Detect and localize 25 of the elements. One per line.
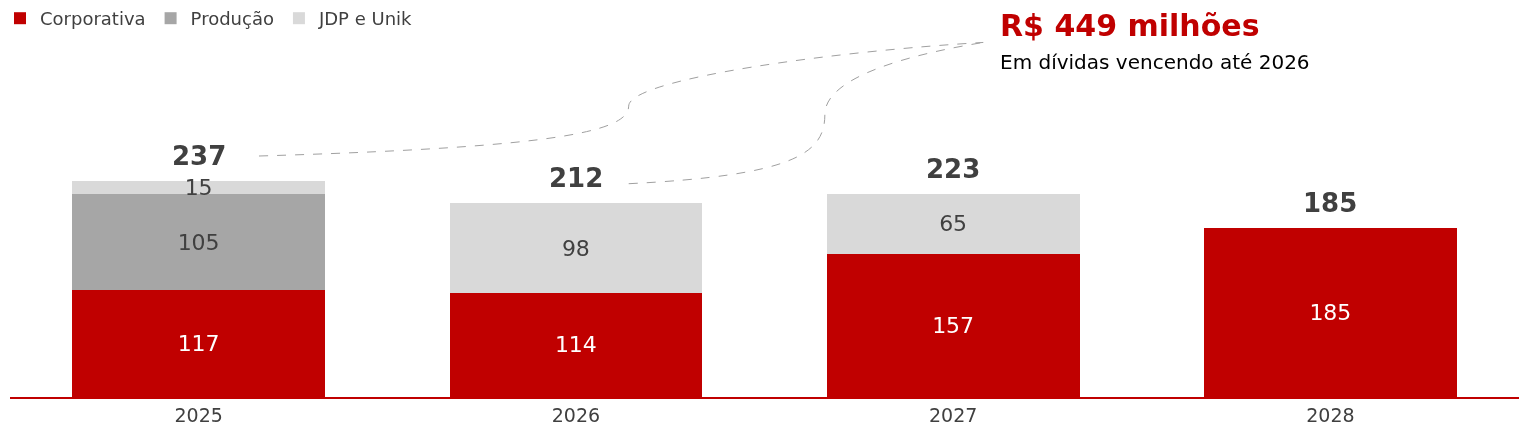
data-label: 114 xyxy=(554,332,597,358)
legend-label: Corporativa xyxy=(40,8,146,30)
data-label: 15 xyxy=(184,174,213,200)
data-label: 65 xyxy=(939,211,968,237)
data-label: 157 xyxy=(932,312,975,338)
data-label: 105 xyxy=(177,229,220,255)
legend-label: Produção xyxy=(190,8,274,30)
bar xyxy=(449,203,703,293)
data-label: 185 xyxy=(1309,300,1352,326)
total-label: 237 xyxy=(172,141,227,171)
x-tick-label: 2026 xyxy=(551,403,601,426)
chart-title: R$ 449 milhões xyxy=(1000,8,1260,43)
data-label: 98 xyxy=(561,235,590,261)
data-label: 117 xyxy=(177,331,220,357)
bar xyxy=(72,194,325,291)
total-label: 223 xyxy=(926,154,981,184)
chart-subtitle: Em dívidas vencendo até 2026 xyxy=(1000,50,1310,74)
legend-label: JDP e Unik xyxy=(317,8,413,30)
total-label: 212 xyxy=(549,163,604,193)
x-tick-label: 2027 xyxy=(928,403,978,426)
bar xyxy=(826,194,1080,254)
bar xyxy=(72,180,325,195)
total-label: 185 xyxy=(1303,188,1358,218)
x-tick-label: 2028 xyxy=(1306,403,1355,426)
x-tick-label: 2025 xyxy=(174,403,223,426)
